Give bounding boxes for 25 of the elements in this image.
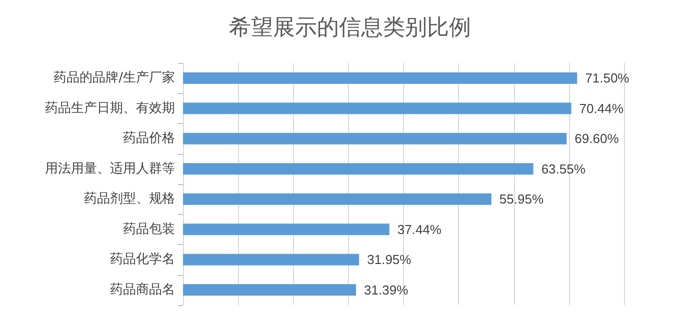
- y-tick-label: 用法用量、适用人群等: [45, 161, 175, 176]
- y-tick-label: 药品生产日期、有效期: [45, 100, 175, 116]
- data-label: 31.39%: [364, 282, 409, 298]
- bar: [183, 72, 578, 84]
- bar: [183, 284, 356, 296]
- data-label: 55.95%: [499, 192, 544, 207]
- y-tick-label: 药品的品牌/生产厂家: [54, 70, 175, 86]
- bar: [183, 163, 534, 175]
- y-tick-label: 药品商品名: [110, 282, 175, 298]
- data-label: 63.55%: [541, 161, 586, 176]
- bar: [183, 102, 572, 114]
- data-label: 71.50%: [585, 70, 630, 86]
- y-tick-label: 药品化学名: [110, 252, 175, 268]
- y-tick-label: 药品包装: [123, 222, 175, 237]
- y-tick-label: 药品剂型、规格: [84, 190, 175, 207]
- y-tick-label: 药品价格: [123, 131, 175, 146]
- bar: [183, 254, 360, 266]
- data-label: 69.60%: [574, 131, 620, 146]
- data-label: 37.44%: [397, 222, 442, 237]
- bar: [183, 193, 492, 205]
- chart-title: 希望展示的信息类别比例: [229, 16, 471, 40]
- data-label: 70.44%: [579, 100, 624, 116]
- bar: [183, 132, 567, 144]
- bar: [183, 224, 390, 236]
- data-label: 31.95%: [367, 252, 412, 268]
